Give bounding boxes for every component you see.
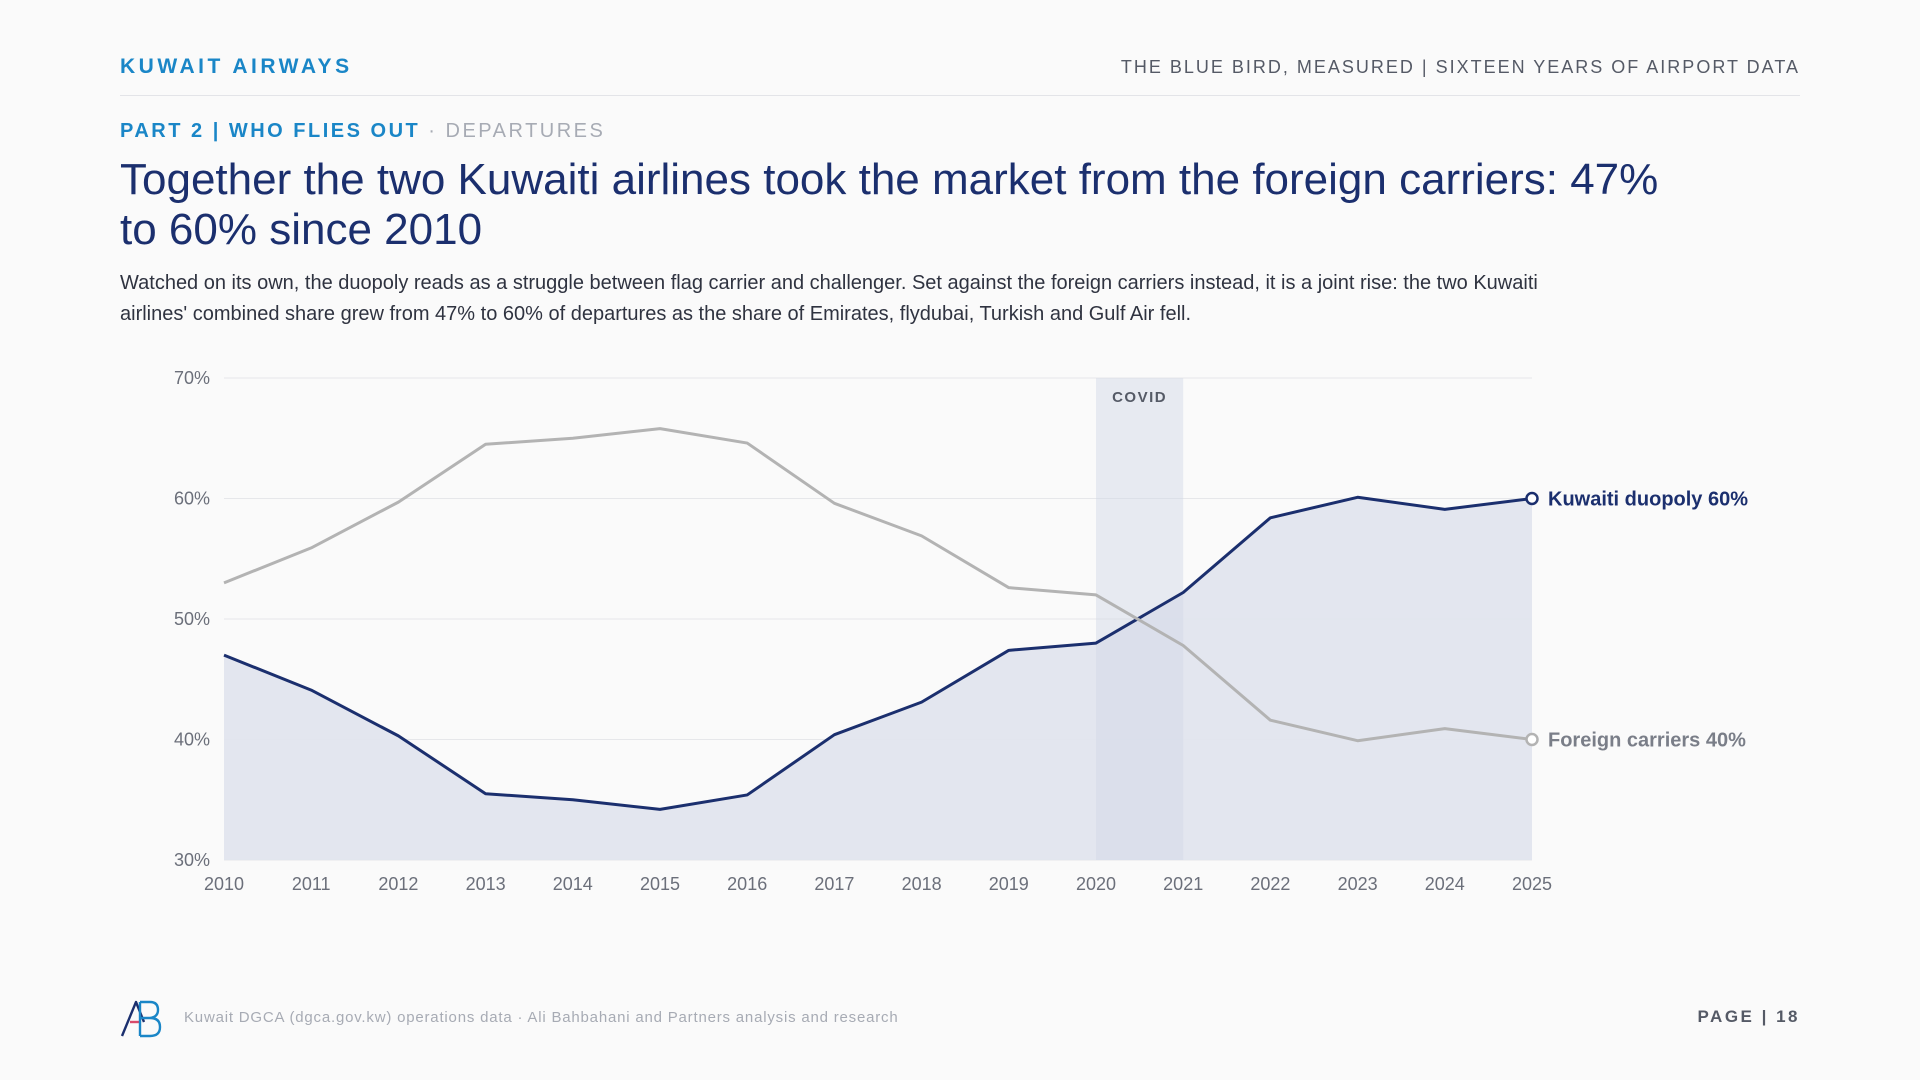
- page-number: PAGE | 18: [1697, 1007, 1800, 1026]
- x-tick-label: 2022: [1250, 874, 1290, 894]
- line-chart: 30% 40% 50% 60% 70% COVID Kuwaiti duopoly 60% F…: [174, 368, 1748, 894]
- end-label-foreign: Foreign carriers 40%: [1548, 730, 1746, 752]
- y-tick-label: 70%: [174, 368, 210, 388]
- end-point-duopoly: [1525, 491, 1539, 506]
- x-tick-label: 2018: [902, 874, 942, 894]
- y-tick-label: 40%: [174, 730, 210, 750]
- x-tick-label: 2017: [814, 874, 854, 894]
- ab-logo-icon: [120, 1000, 162, 1038]
- series-line-duopoly: [223, 495, 1533, 811]
- x-tick-label: 2011: [292, 874, 331, 894]
- x-tick-label: 2025: [1512, 874, 1552, 894]
- x-tick-label: 2020: [1076, 874, 1116, 894]
- x-tick-label: 2019: [989, 874, 1029, 894]
- y-tick-label: 30%: [174, 850, 210, 870]
- x-tick-label: 2012: [378, 874, 418, 894]
- section-sub: DEPARTURES: [445, 120, 606, 142]
- top-header: KUWAIT AIRWAYS THE BLUE BIRD, MEASURED |…: [120, 55, 1800, 96]
- end-label-duopoly: Kuwaiti duopoly 60%: [1548, 489, 1748, 511]
- report-series-title: THE BLUE BIRD, MEASURED | SIXTEEN YEARS …: [1120, 57, 1800, 77]
- series-line-foreign: [223, 427, 1533, 743]
- section-label: PART 2 | WHO FLIES OUT · DEPARTURES: [120, 120, 605, 143]
- footer-source: Kuwait DGCA (dgca.gov.kw) operations dat…: [184, 1009, 899, 1026]
- x-tick-label: 2024: [1425, 874, 1465, 894]
- x-tick-label: 2010: [204, 874, 244, 894]
- covid-label: COVID: [1112, 389, 1167, 406]
- x-tick-label: 2014: [553, 874, 593, 894]
- page-title: Together the two Kuwaiti airlines took t…: [120, 155, 1659, 254]
- end-point-foreign: [1525, 732, 1539, 747]
- x-tick-label: 2013: [466, 874, 506, 894]
- x-tick-label: 2023: [1338, 874, 1378, 894]
- x-tick-label: 2015: [640, 874, 680, 894]
- x-tick-label: 2016: [727, 874, 767, 894]
- brand-name: KUWAIT AIRWAYS: [120, 55, 353, 78]
- section-separator: ·: [420, 120, 446, 142]
- y-tick-label: 50%: [174, 609, 210, 629]
- lede-paragraph: Watched on its own, the duopoly reads as…: [120, 272, 1538, 325]
- section-part: PART 2 | WHO FLIES OUT: [120, 120, 421, 142]
- x-tick-label: 2021: [1163, 874, 1203, 894]
- y-tick-label: 60%: [174, 489, 210, 509]
- area-duopoly: [224, 497, 1532, 860]
